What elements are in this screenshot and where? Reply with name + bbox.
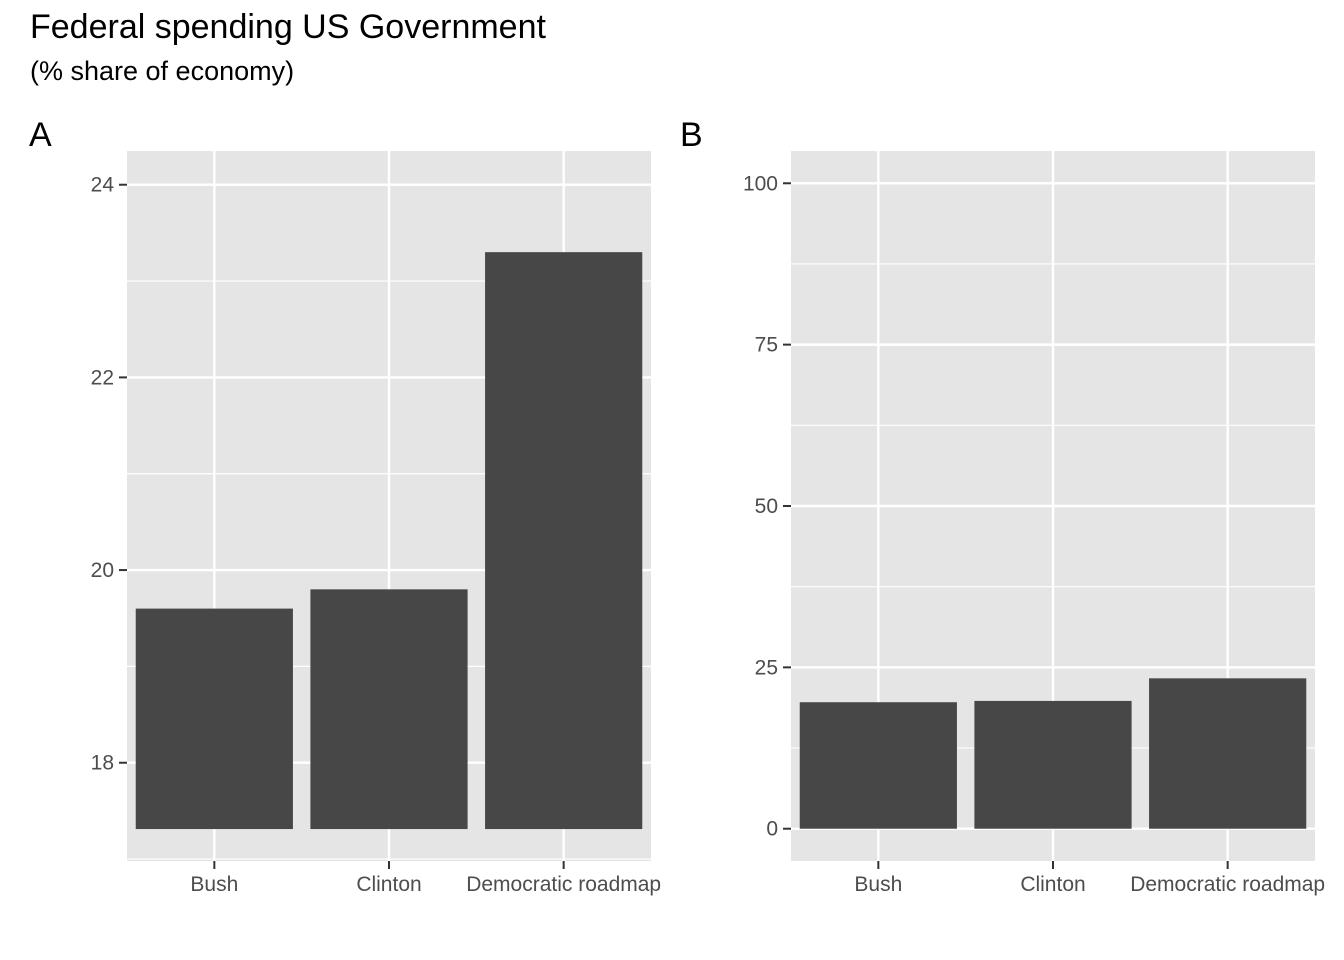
panel-a-y-tick-label: 22 [91,366,114,389]
chart-subtitle: (% share of economy) [30,56,295,86]
panel-a-y-tick-label: 18 [91,752,114,775]
panel-a-x-tick-label: Democratic roadmap [466,873,661,896]
panel-a-bar [485,252,643,830]
panel-b-tag: B [680,116,703,154]
panel-b-bar [974,700,1132,829]
panel-a-tag: A [29,116,52,154]
panel-a-y-tick-label: 20 [91,559,114,582]
panel-b-bar [799,702,957,829]
panel-a-x-tick-label: Clinton [356,873,421,896]
panel-a-y-tick-label: 24 [91,174,115,197]
panel-b-y-tick-label: 75 [755,334,778,357]
chart-title: Federal spending US Government [30,8,546,46]
panel-b-y-tick-label: 25 [755,656,778,679]
panel-a-bar [310,589,468,830]
panel-b-y-tick-label: 100 [743,172,778,195]
panel-b-x-tick-label: Bush [854,873,902,896]
panel-b-x-tick-label: Democratic roadmap [1130,873,1325,896]
panel-b-bar [1149,678,1307,829]
panel-b-x-tick-label: Clinton [1020,873,1085,896]
panel-b-y-tick-label: 50 [755,495,778,518]
panel-b-y-tick-label: 0 [766,818,778,841]
panel-a-bar [135,608,293,830]
panel-a-x-tick-label: Bush [190,873,238,896]
